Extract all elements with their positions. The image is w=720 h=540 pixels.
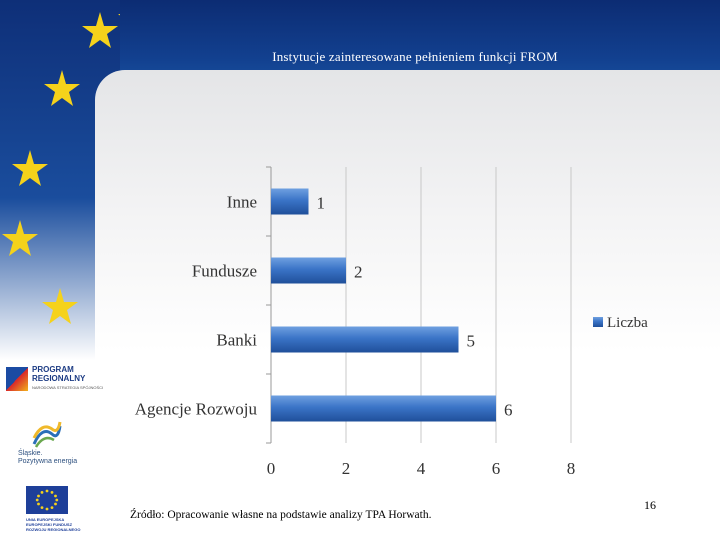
category-label: Fundusze <box>192 262 257 281</box>
slaskie-wave-icon <box>32 421 62 448</box>
data-label: 6 <box>504 401 513 420</box>
content-panel <box>95 70 720 540</box>
source-note: Źródło: Opracowanie własne na podstawie … <box>130 509 432 521</box>
bar <box>271 188 309 215</box>
legend-label: Liczba <box>607 315 648 331</box>
chart-legend: Liczba <box>593 315 648 331</box>
eu-logo-text: UNIA EUROPEJSKA EUROPEJSKI FUNDUSZ ROZWO… <box>26 517 80 532</box>
page-number: 16 <box>644 498 656 512</box>
star-icon <box>12 150 48 186</box>
star-icon <box>118 14 120 16</box>
x-tick-label: 6 <box>492 459 501 478</box>
category-label: Agencje Rozwoju <box>135 400 258 419</box>
data-label: 5 <box>467 332 476 351</box>
slaskie-slogan: Pozytywna energia <box>18 458 78 465</box>
chart-bars <box>271 188 496 422</box>
eu-flag-stars-icon <box>35 489 59 511</box>
slaskie-name: Śląskie. <box>18 450 43 457</box>
bar <box>271 395 496 422</box>
program-regionalny-logo: PROGRAM REGIONALNY NARODOWA STRATEGIA SP… <box>4 365 103 395</box>
eu-logo: UNIA EUROPEJSKA EUROPEJSKI FUNDUSZ ROZWO… <box>4 484 92 536</box>
bar <box>271 326 459 353</box>
eu-fund-line1: EUROPEJSKI FUNDUSZ <box>26 522 73 527</box>
slaskie-logo: Śląskie. Pozytywna energia <box>4 420 92 468</box>
program-logo-text: PROGRAM REGIONALNY <box>32 365 86 383</box>
category-label: Inne <box>227 193 257 212</box>
eu-stars-decoration <box>2 12 120 324</box>
eu-name: UNIA EUROPEJSKA <box>26 517 65 522</box>
bar <box>271 257 346 284</box>
x-tick-label: 0 <box>267 459 276 478</box>
x-tick-label: 2 <box>342 459 351 478</box>
category-label: Banki <box>216 331 257 350</box>
x-tick-label: 4 <box>417 459 426 478</box>
star-icon <box>44 70 80 106</box>
star-icon <box>42 288 78 324</box>
data-label: 2 <box>354 263 363 282</box>
program-logo-icon <box>6 367 28 391</box>
star-icon <box>82 12 118 48</box>
legend-swatch <box>593 317 603 327</box>
eu-flag-icon <box>26 486 68 514</box>
program-logo-subtext: NARODOWA STRATEGIA SPÓJNOŚCI <box>32 385 104 390</box>
star-icon <box>2 220 38 256</box>
eu-fund-line2: ROZWOJU REGIONALNEGO <box>26 527 81 532</box>
chart-labels: 0 2 4 6 8 Agencje Rozwoju 6 Banki 5 Fundusze 2 Inne… <box>135 193 576 479</box>
slaskie-logo-text: Śląskie. Pozytywna energia <box>18 450 77 466</box>
x-tick-label: 8 <box>567 459 576 478</box>
data-label: 1 <box>317 194 326 213</box>
slide-title: Instytucje zainteresowane pełnieniem fun… <box>272 49 558 64</box>
